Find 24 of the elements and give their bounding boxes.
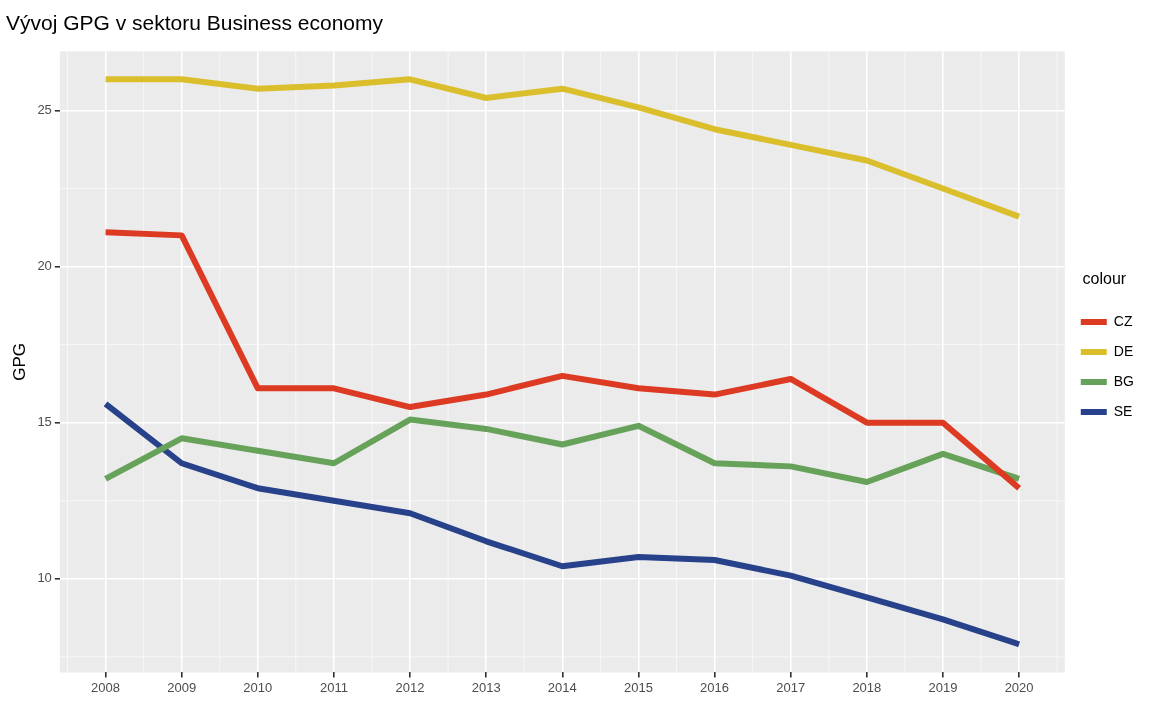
x-tick-label: 2008 <box>91 679 120 695</box>
y-tick-label: 25 <box>37 102 52 118</box>
x-tick-label: 2011 <box>319 679 348 695</box>
x-tick-label: 2020 <box>1004 679 1034 695</box>
legend-label: CZ <box>1113 312 1133 329</box>
x-tick-label: 2018 <box>852 679 882 695</box>
x-tick-label: 2015 <box>623 679 653 695</box>
x-tick-label: 2012 <box>395 679 425 695</box>
legend-label: BG <box>1113 372 1135 389</box>
y-tick-label: 20 <box>37 258 52 274</box>
y-tick-label: 15 <box>37 414 52 430</box>
x-tick-label: 2019 <box>928 679 958 695</box>
x-tick-label: 2013 <box>471 679 501 695</box>
y-axis-title: GPG <box>9 342 29 381</box>
y-tick-label: 10 <box>37 570 52 586</box>
x-tick-label: 2017 <box>776 679 806 695</box>
x-tick-label: 2016 <box>700 679 730 695</box>
chart-title: Vývoj GPG v sektoru Business economy <box>6 11 384 35</box>
x-tick-label: 2014 <box>547 679 577 695</box>
x-tick-label: 2009 <box>167 679 197 695</box>
legend-label: SE <box>1113 402 1133 419</box>
legend-label: DE <box>1113 342 1134 359</box>
legend-title: colour <box>1082 270 1127 288</box>
x-tick-label: 2010 <box>243 679 273 695</box>
